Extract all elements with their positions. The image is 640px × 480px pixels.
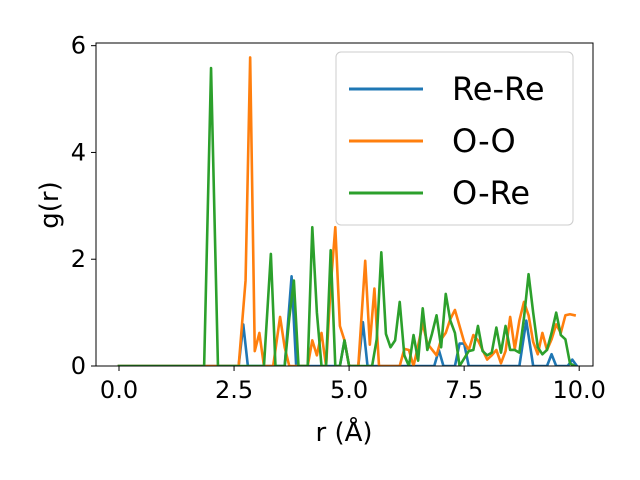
legend-label-re-re: Re-Re <box>452 70 545 108</box>
plot-frame <box>95 42 594 367</box>
x-tick-label: 0.0 <box>100 376 138 404</box>
y-tick-label: 4 <box>71 138 86 166</box>
series-line-o-re <box>117 66 577 366</box>
y-axis: 0 2 4 6 <box>71 32 96 380</box>
y-tick-label: 0 <box>71 352 86 380</box>
legend-label-o-o: O-O <box>452 122 516 160</box>
x-axis-label: r (Å) <box>315 416 372 448</box>
y-tick-label: 2 <box>71 245 86 273</box>
legend-box <box>335 51 574 226</box>
x-tick-label: 7.5 <box>445 376 483 404</box>
series-layer <box>117 56 579 366</box>
x-tick-label: 2.5 <box>215 376 253 404</box>
x-tick-label: 5.0 <box>330 376 368 404</box>
y-tick-label: 6 <box>71 32 86 60</box>
legend: Re-Re O-O O-Re <box>335 51 574 226</box>
x-tick-label: 10.0 <box>552 376 605 404</box>
legend-label-o-re: O-Re <box>452 174 530 212</box>
x-axis: 0.0 2.5 5.0 7.5 10.0 <box>100 366 606 404</box>
y-axis-label: g(r) <box>35 181 65 228</box>
